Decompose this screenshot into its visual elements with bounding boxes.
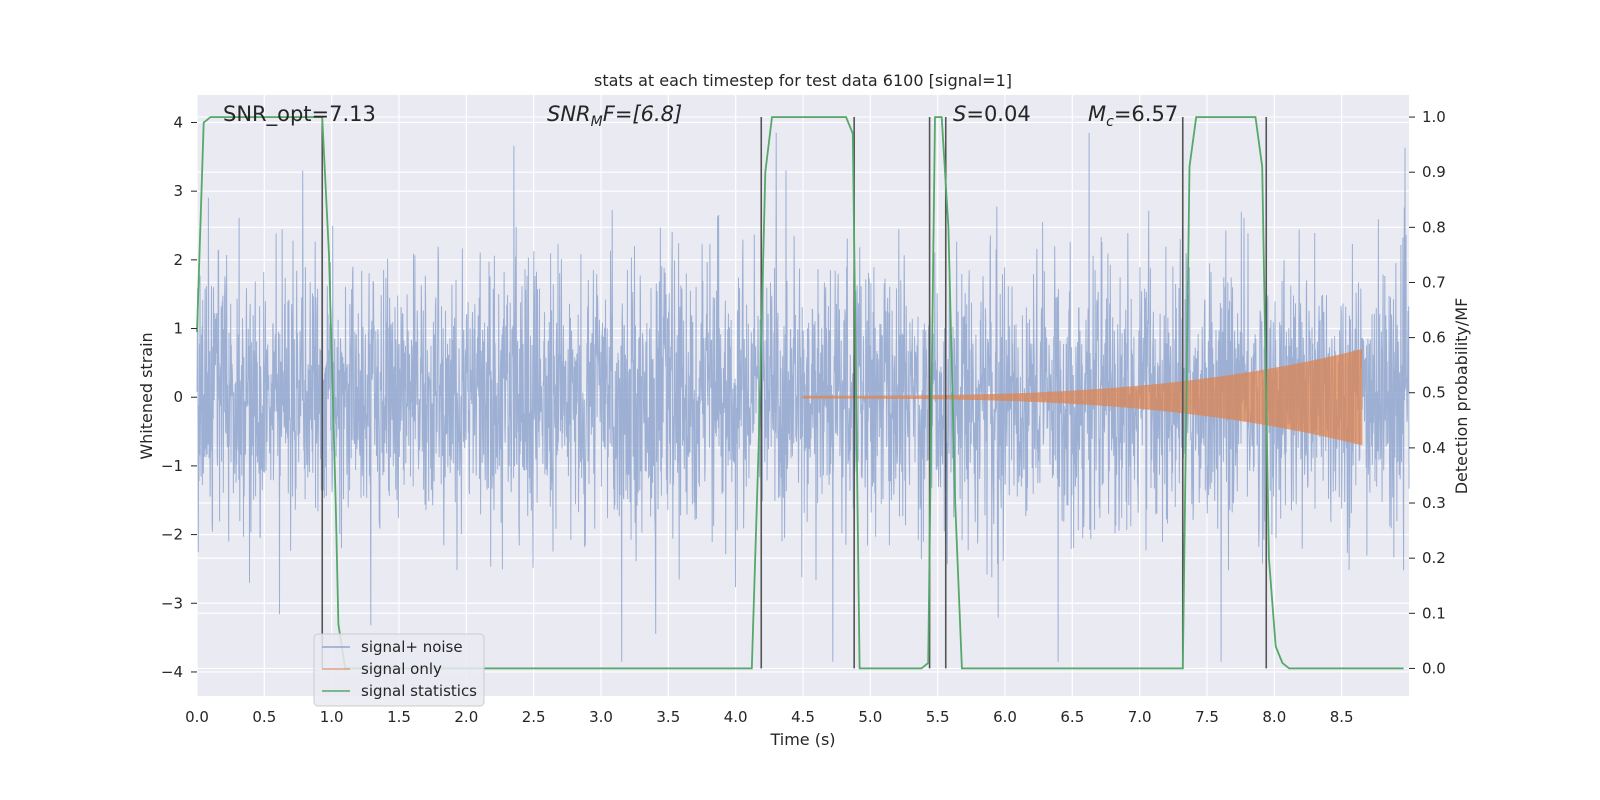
x-tick-label: 6.5	[1060, 708, 1084, 726]
x-tick-label: 2.5	[522, 708, 546, 726]
annotation-s-rest: =0.04	[966, 102, 1030, 126]
legend: signal+ noise signal only signal statist…	[313, 633, 485, 707]
x-tick-label: 5.0	[858, 708, 882, 726]
y2-tick-label: 0.9	[1422, 163, 1446, 181]
series-signal-only	[802, 349, 1363, 446]
x-tick-label: 3.0	[589, 708, 613, 726]
series-signal-noise	[196, 132, 1410, 662]
x-tick-label: 0.0	[185, 708, 209, 726]
y-tick-label: 0	[173, 388, 183, 406]
y-tick-label: 4	[173, 113, 183, 131]
legend-label-signal-noise: signal+ noise	[361, 638, 463, 656]
annotation-snr-mf-main: SNR	[547, 102, 591, 126]
y-tick-label: −3	[161, 594, 183, 612]
y2-tick-label: 0.7	[1422, 273, 1446, 291]
x-tick-label: 1.0	[320, 708, 344, 726]
chart-title: stats at each timestep for test data 610…	[594, 71, 1012, 90]
y-tick-labels: 4 3 2 1 0 −1 −2 −3 −4	[161, 113, 197, 681]
annotation-mc-sub: c	[1106, 114, 1114, 130]
y2-tick-label: 0.4	[1422, 439, 1446, 457]
annotation-s-main: S	[953, 102, 966, 126]
y2-tick-label: 0.1	[1422, 604, 1446, 622]
y-tick-label: −4	[161, 663, 183, 681]
y2-tick-label: 0.5	[1422, 384, 1446, 402]
annotation-mc-rest: =6.57	[1114, 102, 1178, 126]
y2-tick-label: 0.0	[1422, 659, 1446, 677]
y2-tick-label: 0.2	[1422, 549, 1446, 567]
annotation-s: S=0.04	[953, 102, 1031, 126]
y-tick-label: 2	[173, 251, 183, 269]
legend-label-signal-statistics: signal statistics	[361, 682, 477, 700]
signal-noise-line	[196, 132, 1410, 662]
x-tick-label: 8.0	[1262, 708, 1286, 726]
annotation-mc-main: M	[1088, 102, 1106, 126]
annotation-snr-opt: SNR_opt=7.13	[223, 102, 376, 127]
y2-tick-labels: 1.0 0.9 0.8 0.7 0.6 0.5 0.4 0.3 0.2 0.1 0.0	[1409, 108, 1446, 677]
y-axis-label: Whitened strain	[137, 332, 156, 459]
signal-statistics-line	[196, 116, 1404, 670]
y-tick-label: −2	[161, 526, 183, 544]
x-tick-label: 3.5	[656, 708, 680, 726]
y-tick-label: −1	[161, 457, 183, 475]
y-tick-label: 3	[173, 182, 183, 200]
annotation-snr-mf: SNRMF=[6.8]	[547, 102, 682, 130]
x-tick-label: 6.0	[993, 708, 1017, 726]
x-axis-label: Time (s)	[769, 730, 835, 749]
x-tick-label: 2.0	[454, 708, 478, 726]
x-tick-label: 0.5	[252, 708, 276, 726]
legend-box	[313, 633, 485, 707]
x-tick-label: 1.5	[387, 708, 411, 726]
y2-tick-label: 0.3	[1422, 494, 1446, 512]
x-tick-label: 4.5	[791, 708, 815, 726]
x-tick-label: 7.0	[1128, 708, 1152, 726]
y-tick-label: 1	[173, 320, 183, 338]
annotation-snr-mf-sub: M	[591, 114, 603, 130]
y2-tick-label: 0.8	[1422, 218, 1446, 236]
x-tick-label: 8.5	[1330, 708, 1354, 726]
x-tick-labels: 0.0 0.5 1.0 1.5 2.0 2.5 3.0 3.5 4.0 4.5 5.0 5.5 6.0 6…	[185, 708, 1354, 726]
annotation-mc: Mc=6.57	[1088, 102, 1178, 130]
y2-axis-label: Detection probability/MF	[1452, 298, 1471, 495]
x-tick-label: 5.5	[926, 708, 950, 726]
annotation-snr-mf-rest: F=[6.8]	[603, 102, 682, 126]
x-tick-label: 7.5	[1195, 708, 1219, 726]
signal-only-line	[802, 349, 1363, 446]
x-tick-label: 4.0	[724, 708, 748, 726]
series-signal-statistics	[196, 116, 1404, 670]
legend-label-signal-only: signal only	[361, 660, 442, 678]
y2-tick-label: 0.6	[1422, 329, 1446, 347]
y2-tick-label: 1.0	[1422, 108, 1446, 126]
